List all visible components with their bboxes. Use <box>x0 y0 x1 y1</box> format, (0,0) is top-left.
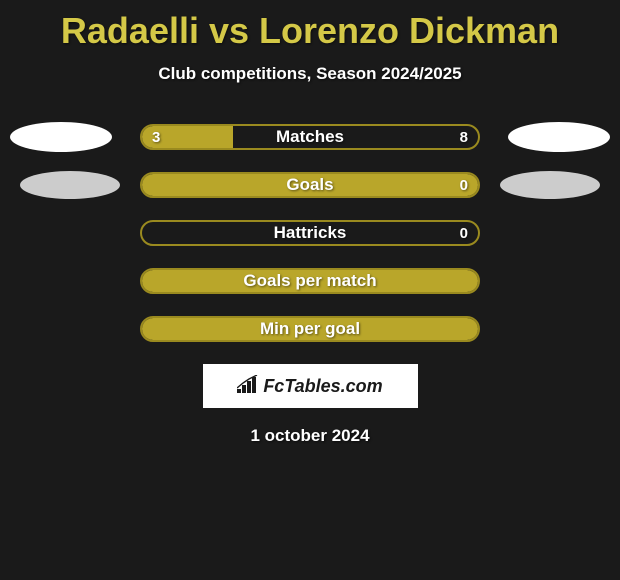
player-right-avatar <box>508 122 610 152</box>
page-title: Radaelli vs Lorenzo Dickman <box>0 0 620 52</box>
bar-label: Matches <box>142 126 478 148</box>
brand-badge: FcTables.com <box>203 364 418 408</box>
row-matches: 3 Matches 8 <box>0 124 620 150</box>
bar-min-per-goal: Min per goal <box>140 316 480 342</box>
value-right: 0 <box>460 174 468 196</box>
bar-matches: 3 Matches 8 <box>140 124 480 150</box>
row-goals-per-match: Goals per match <box>0 268 620 294</box>
page-subtitle: Club competitions, Season 2024/2025 <box>0 64 620 84</box>
player-right-avatar-small <box>500 171 600 199</box>
brand-text: FcTables.com <box>237 375 382 398</box>
comparison-rows: 3 Matches 8 Goals 0 Hattricks 0 Goals pe… <box>0 124 620 342</box>
row-min-per-goal: Min per goal <box>0 316 620 342</box>
bar-label: Goals <box>142 174 478 196</box>
brand-label: FcTables.com <box>263 376 382 397</box>
bar-hattricks: Hattricks 0 <box>140 220 480 246</box>
bar-goals: Goals 0 <box>140 172 480 198</box>
bar-goals-per-match: Goals per match <box>140 268 480 294</box>
row-hattricks: Hattricks 0 <box>0 220 620 246</box>
player-left-avatar <box>10 122 112 152</box>
bar-label: Hattricks <box>142 222 478 244</box>
value-right: 8 <box>460 126 468 148</box>
row-goals: Goals 0 <box>0 172 620 198</box>
bar-label: Min per goal <box>142 318 478 340</box>
player-left-avatar-small <box>20 171 120 199</box>
date-text: 1 october 2024 <box>0 426 620 446</box>
chart-icon <box>237 375 259 398</box>
bar-label: Goals per match <box>142 270 478 292</box>
value-right: 0 <box>460 222 468 244</box>
